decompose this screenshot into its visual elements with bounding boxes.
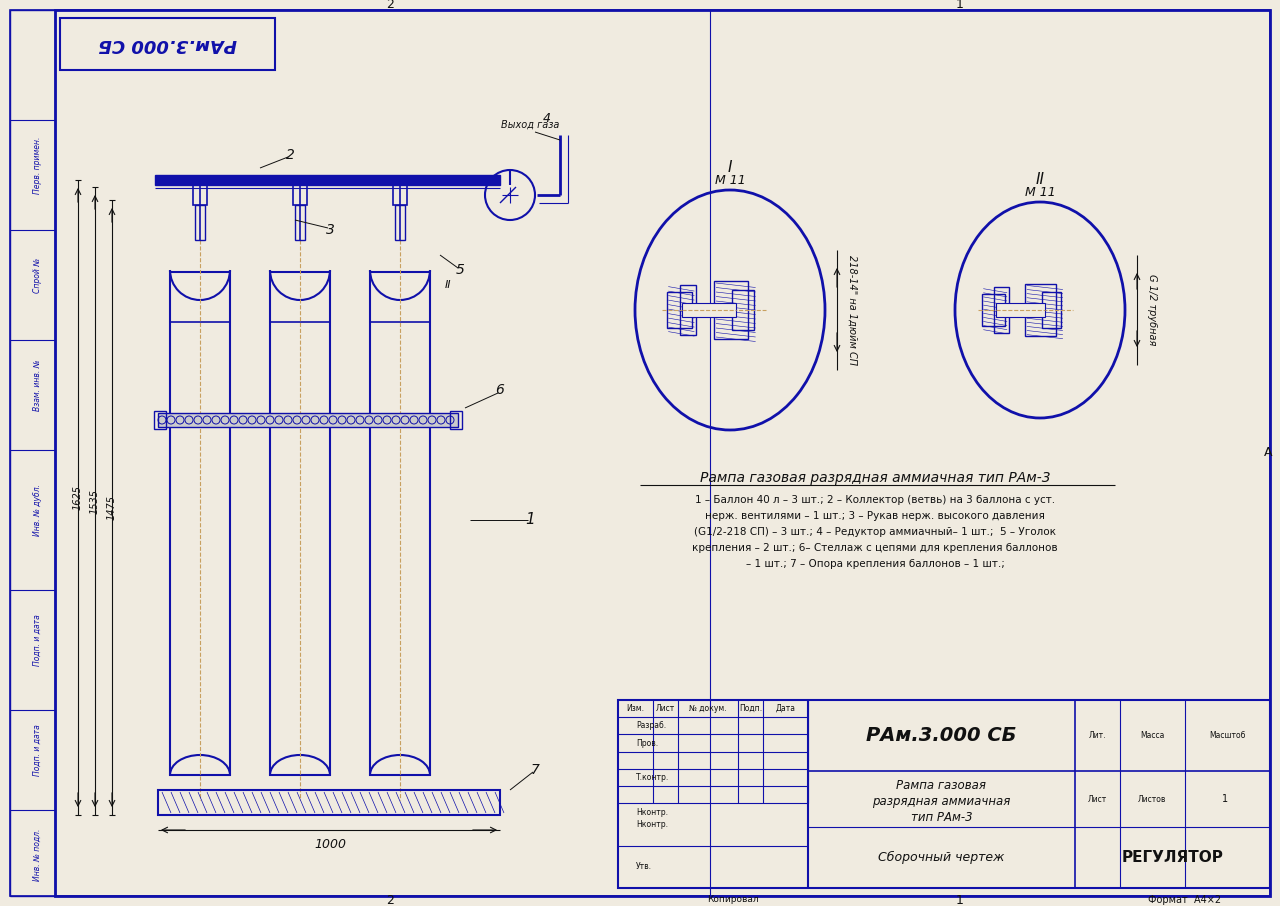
Text: Спрой №: Спрой № xyxy=(32,257,41,293)
Text: 4: 4 xyxy=(543,111,550,124)
Text: Формат  А4×2: Формат А4×2 xyxy=(1148,895,1221,905)
Text: Инв. № дубл.: Инв. № дубл. xyxy=(32,484,41,536)
Bar xyxy=(667,292,691,328)
Text: 2: 2 xyxy=(387,0,394,12)
Text: II: II xyxy=(444,280,452,290)
Text: Утв.: Утв. xyxy=(636,863,652,872)
Text: Взам. инв. №: Взам. инв. № xyxy=(32,360,41,410)
Text: РАм.3.000 СБ: РАм.3.000 СБ xyxy=(867,727,1016,746)
Text: № докум.: № докум. xyxy=(689,704,727,713)
Text: Дата: Дата xyxy=(776,704,795,713)
Text: Выход газа: Выход газа xyxy=(500,120,559,130)
Text: 1000: 1000 xyxy=(314,838,346,852)
Text: Рампа газовая разрядная аммиачная тип РАм-3: Рампа газовая разрядная аммиачная тип РА… xyxy=(700,471,1051,485)
Text: Пров.: Пров. xyxy=(636,738,658,747)
Bar xyxy=(60,18,275,70)
Bar xyxy=(10,10,55,896)
Bar xyxy=(982,294,1005,326)
Text: разрядная аммиачная: разрядная аммиачная xyxy=(872,795,1011,808)
Bar xyxy=(1042,292,1061,328)
Bar xyxy=(996,304,1044,316)
Text: 1: 1 xyxy=(1222,795,1228,805)
Text: Рампа газовая: Рампа газовая xyxy=(896,779,987,792)
Bar xyxy=(270,272,330,775)
Bar xyxy=(680,284,696,335)
Text: Перв. примен.: Перв. примен. xyxy=(32,136,41,194)
Text: Листов: Листов xyxy=(1138,795,1166,804)
Bar xyxy=(154,411,166,429)
Text: A: A xyxy=(1263,447,1272,459)
Bar xyxy=(157,790,500,815)
Bar xyxy=(396,205,404,240)
Bar xyxy=(293,185,307,205)
Text: Изм.: Изм. xyxy=(626,704,645,713)
Bar xyxy=(995,287,1009,333)
Bar xyxy=(732,290,754,330)
Text: 2: 2 xyxy=(285,148,294,162)
Text: 1: 1 xyxy=(956,894,964,906)
Text: 7: 7 xyxy=(531,763,539,777)
Text: 1: 1 xyxy=(956,0,964,12)
Bar xyxy=(714,281,749,339)
Text: Масштоб: Масштоб xyxy=(1210,731,1245,740)
Text: 3: 3 xyxy=(325,223,334,237)
Text: Нконтр.: Нконтр. xyxy=(636,807,668,816)
Text: 6: 6 xyxy=(495,383,504,397)
Bar xyxy=(157,413,458,427)
Text: крепления – 2 шт.; 6– Стеллаж с цепями для крепления баллонов: крепления – 2 шт.; 6– Стеллаж с цепями д… xyxy=(692,543,1057,553)
Text: G 1/2 трубная: G 1/2 трубная xyxy=(1147,275,1157,346)
Text: Подп.: Подп. xyxy=(739,704,762,713)
Text: Т.контр.: Т.контр. xyxy=(636,773,669,782)
Text: РЕГУЛЯТОР: РЕГУЛЯТОР xyxy=(1121,850,1224,865)
Text: М 11: М 11 xyxy=(714,174,745,187)
Bar xyxy=(451,411,462,429)
Bar xyxy=(618,700,1270,888)
Bar xyxy=(170,272,230,775)
Text: 218-14" на 1дюйм СП: 218-14" на 1дюйм СП xyxy=(847,255,858,365)
Text: Нконтр.: Нконтр. xyxy=(636,820,668,829)
Text: Лист: Лист xyxy=(655,704,675,713)
Text: Копировал: Копировал xyxy=(707,895,759,904)
Text: нерж. вентилями – 1 шт.; 3 – Рукав нерж. высокого давления: нерж. вентилями – 1 шт.; 3 – Рукав нерж.… xyxy=(705,511,1044,521)
Text: Подп. и дата: Подп. и дата xyxy=(32,724,41,776)
Text: II: II xyxy=(1036,172,1044,188)
Text: Сборочный чертеж: Сборочный чертеж xyxy=(878,851,1005,864)
Text: 1625: 1625 xyxy=(73,485,83,510)
Bar xyxy=(294,205,305,240)
Text: 1: 1 xyxy=(525,513,535,527)
Bar xyxy=(393,185,407,205)
Text: Инв. № подл.: Инв. № подл. xyxy=(32,829,41,882)
Bar xyxy=(155,175,500,185)
Bar xyxy=(195,205,205,240)
Text: Лит.: Лит. xyxy=(1089,731,1106,740)
Text: (G1/2-218 СП) – 3 шт.; 4 – Редуктор аммиачный– 1 шт.;  5 – Уголок: (G1/2-218 СП) – 3 шт.; 4 – Редуктор амми… xyxy=(694,527,1056,537)
Bar xyxy=(370,272,430,775)
Text: М 11: М 11 xyxy=(1024,186,1056,198)
Bar xyxy=(682,303,736,317)
Text: 1535: 1535 xyxy=(90,488,100,514)
Text: – 1 шт.; 7 – Опора крепления баллонов – 1 шт.;: – 1 шт.; 7 – Опора крепления баллонов – … xyxy=(745,559,1005,569)
Text: РАм.3.000 СБ: РАм.3.000 СБ xyxy=(99,35,237,53)
Bar xyxy=(1025,284,1056,336)
Text: Подп. и дата: Подп. и дата xyxy=(32,614,41,666)
Text: тип РАм-3: тип РАм-3 xyxy=(910,811,973,824)
Text: Масса: Масса xyxy=(1140,731,1165,740)
Text: 1 – Баллон 40 л – 3 шт.; 2 – Коллектор (ветвь) на 3 баллона с уст.: 1 – Баллон 40 л – 3 шт.; 2 – Коллектор (… xyxy=(695,495,1055,505)
Text: 1475: 1475 xyxy=(108,495,116,520)
Text: 2: 2 xyxy=(387,894,394,906)
Bar xyxy=(193,185,207,205)
Text: 5: 5 xyxy=(456,263,465,277)
Text: Лист: Лист xyxy=(1088,795,1107,804)
Text: I: I xyxy=(728,160,732,176)
Text: Разраб.: Разраб. xyxy=(636,721,666,730)
